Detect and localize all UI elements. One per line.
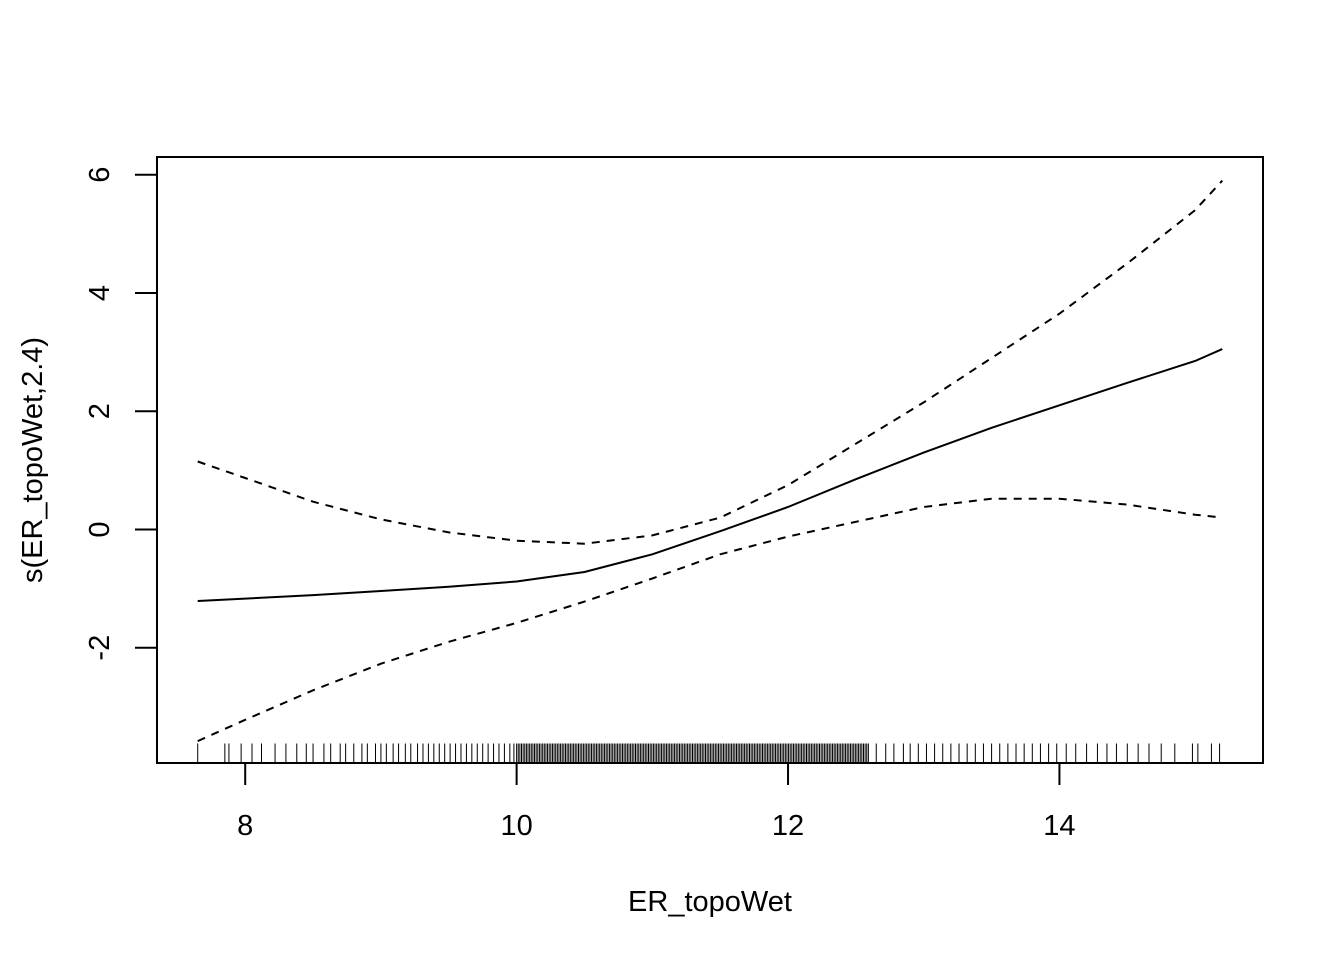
fitted-line: [197, 348, 1223, 602]
x-tick-label: 14: [1043, 810, 1075, 842]
y-tick-label: 4: [84, 285, 116, 301]
rug-marks: [197, 743, 1221, 763]
confidence-band-line-1: [197, 179, 1224, 545]
y-tick-label: -2: [84, 635, 116, 661]
y-axis-label: s(ER_topoWet,2.4): [17, 337, 49, 583]
series-lines: [197, 179, 1224, 743]
confidence-band-line-2: [197, 497, 1223, 743]
x-tick-label: 12: [772, 810, 804, 842]
y-tick-label: 2: [84, 403, 116, 419]
y-tick-label: 6: [84, 167, 116, 183]
x-axis-label: ER_topoWet: [628, 886, 792, 918]
plot-frame: [156, 156, 1264, 764]
x-axis: 8 10 12 14: [237, 762, 1076, 842]
y-tick-label: 0: [84, 521, 116, 537]
x-tick-label: 10: [500, 810, 532, 842]
x-tick-label: 8: [237, 810, 253, 842]
y-axis: -2 0 2 4 6: [84, 167, 158, 661]
